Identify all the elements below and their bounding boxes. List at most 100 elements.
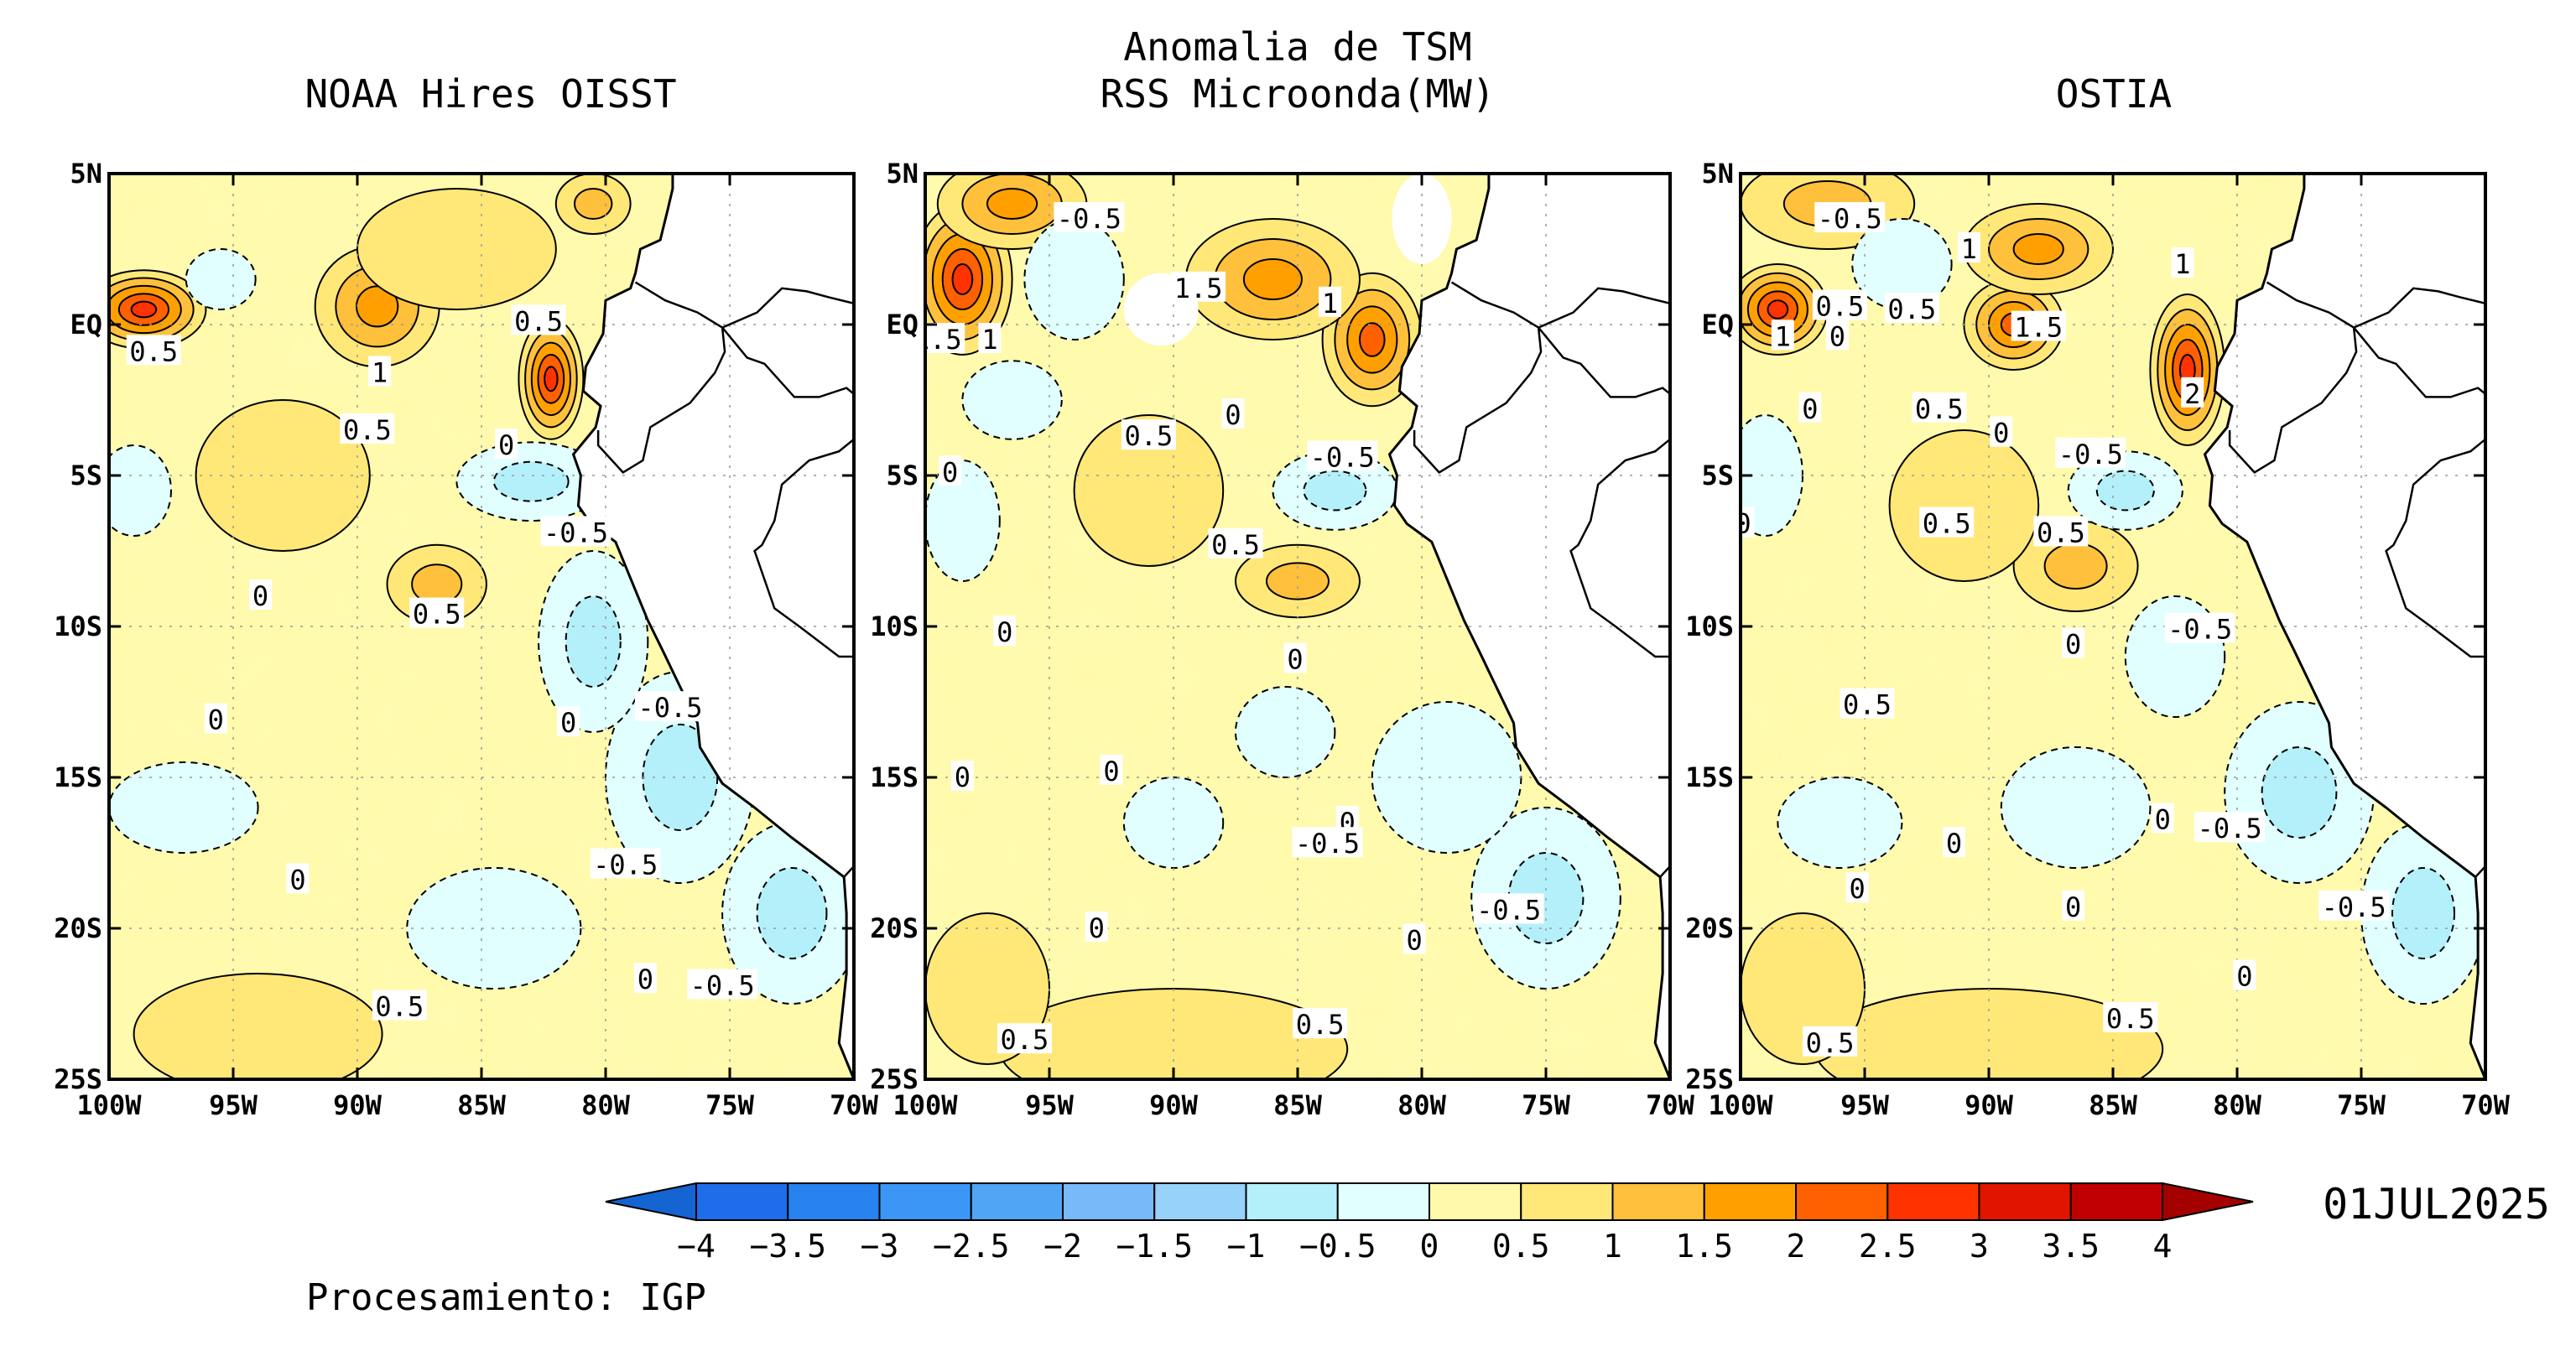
lon-tick-label: 90W [1149, 1089, 1199, 1121]
panel-title-rss-mw: RSS Microonda(MW) [1101, 71, 1496, 117]
lon-tick-label: 70W [830, 1089, 879, 1121]
contour-label-bg [126, 335, 181, 366]
contour-label-bg [1121, 419, 1176, 450]
panel-title-noaa: NOAA Hires OISST [304, 71, 676, 117]
country-border [721, 326, 854, 398]
colorbar-swatch [970, 1182, 1064, 1221]
contour-label-bg [495, 429, 518, 459]
colorbar-arrow-low [605, 1182, 697, 1222]
contour-label-bg [1283, 642, 1307, 673]
contour-label: -0.5 [1476, 894, 1541, 926]
lon-tick-label: 80W [1397, 1089, 1447, 1121]
lat-tick-label: 10S [1685, 610, 1734, 642]
contour-label-bg [1840, 688, 1895, 719]
cool-anomaly-contour [109, 761, 259, 854]
contour-label-bg [1100, 754, 1123, 785]
contour-label: 0 [1849, 873, 1865, 905]
contour-label: -0.5 [593, 849, 658, 881]
cool-anomaly-contour [961, 360, 1063, 440]
lat-tick-label: EQ [70, 309, 102, 340]
contour-label: -0.5 [1057, 203, 1121, 235]
lon-tick-label: 85W [457, 1089, 507, 1121]
contour-label: 1.5 [2014, 312, 2063, 344]
warm-anomaly-contour [2012, 233, 2064, 265]
contour-label: 0.5 [2106, 1003, 2155, 1035]
contour-label-bg [511, 304, 566, 335]
contour-label: -0.5 [1295, 828, 1360, 860]
colorbar-tick-label: −1 [1227, 1228, 1266, 1265]
colorbar-tick-label: −4 [677, 1228, 716, 1265]
contour-label-bg [2164, 612, 2235, 643]
lon-tick-label: 75W [705, 1089, 755, 1121]
contour-label-bg [1473, 893, 1544, 924]
contour-label: 0.5 [375, 991, 424, 1023]
colorbar-arrow-high [2162, 1182, 2254, 1222]
warm-anomaly-contour [986, 188, 1038, 220]
contour-label-bg [997, 1023, 1052, 1054]
colorbar: −4 −3.5 −3 −2.5 −2 −1.5 −1 −0.5 0 0.5 1 1.5 2 2.5 3 3.5… [605, 1182, 2254, 1265]
contour-label: 1 [1961, 233, 1977, 265]
contour-label: 0 [1829, 320, 1845, 352]
warm-anomaly-contour [195, 399, 371, 552]
colorbar-tick-label: 3.5 [2042, 1228, 2100, 1265]
contour-label-bg [1919, 507, 1975, 538]
contour-label: 0.5 [129, 335, 178, 367]
contour-label: 0 [1802, 393, 1818, 425]
colorbar-tick-label: 1 [1603, 1228, 1622, 1265]
contour-label: 0.5 [1887, 294, 1936, 325]
contour-label: -0.5 [690, 969, 755, 1001]
contour-label: -0.5 [1818, 203, 1882, 235]
contour-label: 0.5 [1001, 1024, 1049, 1056]
contour-label-bg [2062, 890, 2085, 921]
contour-label: 0 [2155, 803, 2171, 835]
warm-anomaly-contour [1359, 322, 1386, 357]
contour-label: 0.5 [343, 414, 392, 446]
country-border [1413, 281, 1543, 475]
contour-label: 0 [208, 704, 224, 736]
contour-label-bg [2171, 247, 2194, 278]
contour-label-bg [1085, 912, 1108, 942]
contour-label-bg [1054, 202, 1125, 232]
colorbar-swatch [1429, 1182, 1522, 1221]
contour-label: 0.5 [2037, 517, 2085, 548]
lat-tick-label: 15S [1685, 761, 1734, 793]
panel-title-ostia: OSTIA [2056, 71, 2172, 117]
colorbar-tick-label: −2 [1043, 1228, 1082, 1265]
contour-label-bg [1307, 440, 1378, 471]
country-border [1569, 438, 1670, 658]
contour-label: 0.5 [1296, 1009, 1345, 1041]
lon-tick-label: 70W [2461, 1089, 2511, 1121]
country-border [2228, 281, 2358, 475]
lon-tick-label: 95W [1840, 1089, 1890, 1121]
warm-anomaly-contour [133, 973, 383, 1079]
lat-tick-label: 5S [1701, 460, 1734, 491]
warm-anomaly-contour [1242, 258, 1303, 300]
lat-tick-label: 25S [54, 1063, 102, 1095]
contour-label: 1 [981, 324, 997, 356]
contour-label: 0.5 [1923, 508, 1971, 540]
cool-anomaly-contour [1777, 777, 1903, 869]
lat-tick-label: EQ [1701, 309, 1734, 340]
colorbar-swatch [878, 1182, 972, 1221]
cool-anomaly-contour [565, 595, 622, 688]
contour-label-bg [633, 963, 657, 994]
lat-tick-label: 25S [1685, 1063, 1734, 1095]
contour-label-bg [993, 616, 1017, 647]
contour-label: -0.5 [2198, 813, 2262, 844]
cool-anomaly-contour [185, 248, 257, 310]
warm-anomaly-contour [544, 366, 559, 392]
lon-tick-label: 80W [2213, 1089, 2262, 1121]
colorbar-swatch [1611, 1182, 1705, 1221]
contour-label: 1 [372, 357, 388, 389]
contour-label: 0 [498, 429, 514, 461]
contour-label-bg [2233, 959, 2256, 990]
warm-anomaly-contour [130, 300, 158, 319]
country-border [753, 438, 854, 658]
lon-tick-label: 90W [333, 1089, 382, 1121]
lat-tick-label: 20S [870, 912, 919, 944]
lat-tick-label: 15S [54, 761, 102, 793]
contour-label: 0.5 [1915, 393, 1964, 425]
contour-label-bg [204, 703, 227, 734]
cool-anomaly-contour [756, 867, 828, 959]
